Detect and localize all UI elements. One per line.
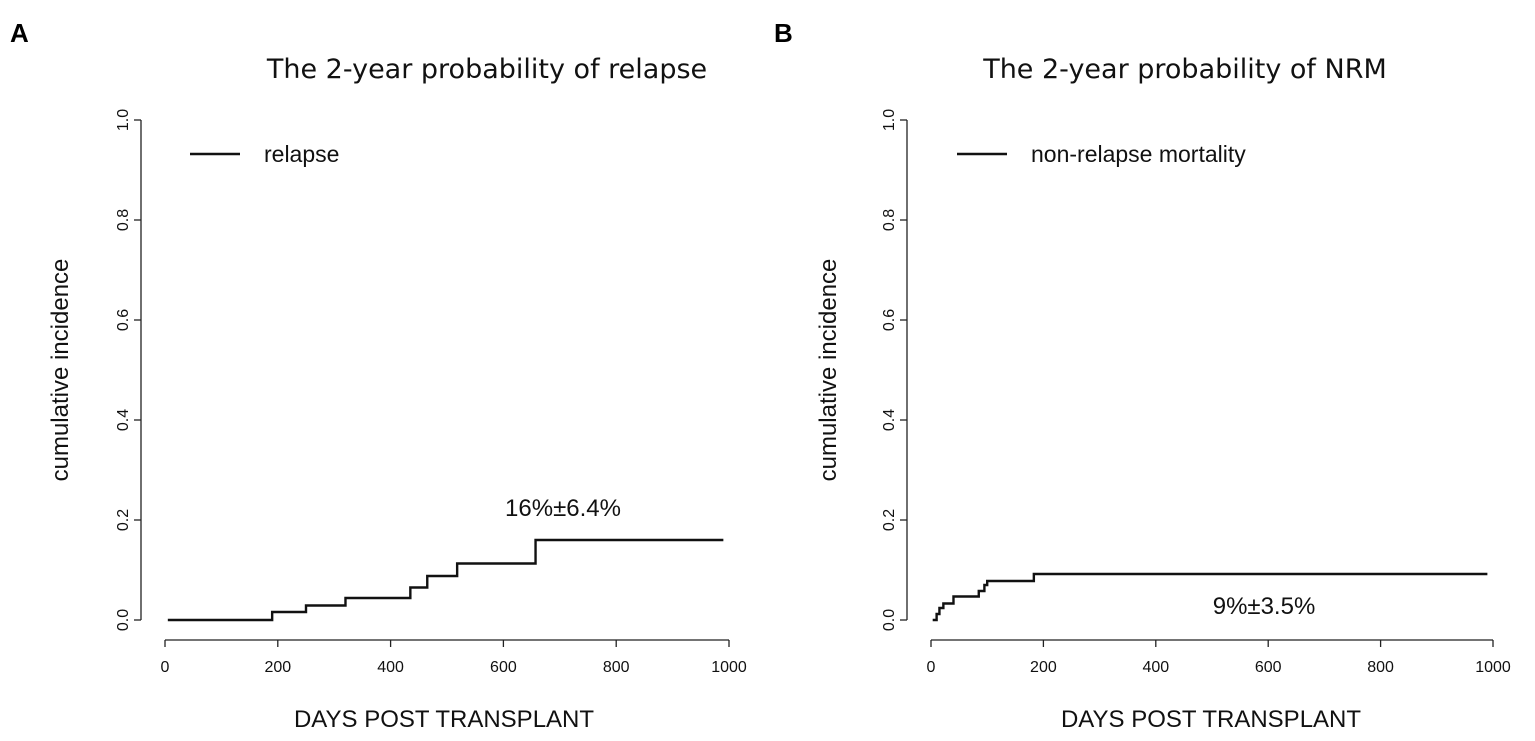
panel-b-x-tick-label: 200 [1030,659,1057,676]
panel-a-y-tick-label: 0.4 [115,409,132,431]
panel-b-y-tick-label: 0.6 [881,309,898,331]
panel-b-series-line [932,572,1488,622]
panel-a-x-tick-label: 0 [161,659,170,676]
panel-a-letter: A [10,18,29,48]
panel-b-x-tick-label: 0 [927,659,936,676]
panel-a-y-tick-label: 0.2 [115,509,132,531]
panel-a-legend-label: relapse [264,141,339,167]
panel-b-x-tick-label: 600 [1255,659,1282,676]
panel-a-chart: A The 2-year probability of relapse cumu… [10,18,747,733]
panel-a-x-tick-label: 600 [490,659,517,676]
panel-b-y-tick-label: 0.0 [881,609,898,631]
panel-b-title: The 2-year probability of NRM [982,54,1387,85]
panel-b-xlabel: DAYS POST TRANSPLANT [1061,706,1361,733]
panel-b-y-tick-label: 0.8 [881,209,898,231]
panel-a-y-tick-label: 1.0 [115,109,132,131]
panel-b-chart: B The 2-year probability of NRM cumulati… [774,18,1511,733]
panel-b-legend-label: non-relapse mortality [1031,141,1246,167]
panel-b-y-tick-label: 0.4 [881,409,898,431]
panel-a-y-tick-label: 0.6 [115,309,132,331]
panel-b-y-tick-label: 0.2 [881,509,898,531]
panel-b-axes: 0 200 400 600 800 1000 0.0 0.2 0.4 0.6 0.8 1.0 [881,109,1511,676]
panel-a-y-tick-label: 0.8 [115,209,132,231]
panel-a-series-line [167,538,724,622]
panel-a-axes: 0 200 400 600 800 1000 0.0 0.2 0.4 0.6 0.8 1.0 [115,109,747,676]
panel-a-ylabel: cumulative incidence [47,259,74,482]
panel-b-ylabel: cumulative incidence [815,259,842,482]
panel-a-x-tick-label: 200 [264,659,291,676]
panel-b-y-tick-label: 1.0 [881,109,898,131]
panel-b-x-tick-label: 400 [1142,659,1169,676]
panel-a-x-tick-label: 400 [377,659,404,676]
panel-b-annotation: 9%±3.5% [1213,593,1316,620]
panel-b-x-tick-label: 1000 [1475,659,1511,676]
panel-a-annotation: 16%±6.4% [505,495,621,522]
panel-a-title: The 2-year probability of relapse [266,54,707,85]
panel-a-y-tick-label: 0.0 [115,609,132,631]
panel-a-x-tick-label: 800 [603,659,630,676]
panel-a-xlabel: DAYS POST TRANSPLANT [294,706,594,733]
panel-b-x-tick-label: 800 [1367,659,1394,676]
panel-a-x-tick-label: 1000 [711,659,747,676]
panel-b-letter: B [774,18,793,48]
